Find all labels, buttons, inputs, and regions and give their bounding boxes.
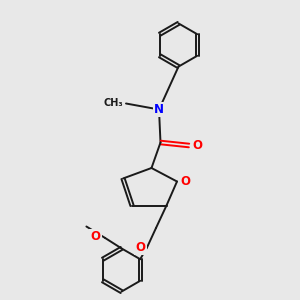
- Text: O: O: [193, 139, 202, 152]
- Text: O: O: [91, 230, 100, 243]
- Text: O: O: [181, 175, 190, 188]
- Text: O: O: [136, 241, 146, 254]
- Text: CH₃: CH₃: [104, 98, 124, 108]
- Text: N: N: [154, 103, 164, 116]
